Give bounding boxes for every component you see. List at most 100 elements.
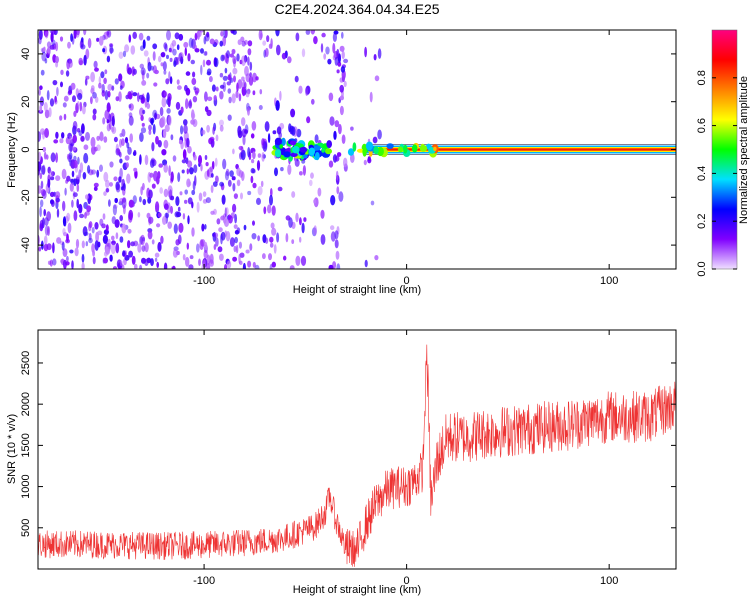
- noise-speck: [180, 106, 184, 114]
- colorbar-tick-label: 0.2: [696, 214, 708, 229]
- noise-speck: [85, 241, 89, 247]
- noise-speck: [42, 146, 47, 153]
- noise-speck: [250, 133, 255, 139]
- snr-panel: -100 0 100 500 1000 1500 2000 2500 Height of st…: [6, 329, 677, 596]
- noise-speck: [41, 164, 46, 175]
- noise-speck: [257, 235, 260, 242]
- noise-speck: [128, 104, 132, 109]
- noise-speck: [329, 116, 335, 126]
- noise-speck: [209, 253, 214, 264]
- noise-speck: [269, 242, 274, 248]
- noise-speck: [55, 152, 58, 163]
- noise-speck: [152, 65, 157, 74]
- noise-speck: [270, 188, 273, 197]
- noise-speck: [80, 44, 86, 50]
- noise-speck: [38, 131, 42, 142]
- noise-speck: [162, 61, 167, 71]
- noise-speck: [181, 159, 187, 164]
- noise-speck: [43, 235, 48, 245]
- noise-speck: [39, 206, 42, 218]
- noise-speck: [291, 126, 296, 136]
- noise-speck: [79, 101, 83, 112]
- noise-speck: [141, 257, 146, 264]
- noise-speck: [143, 50, 149, 57]
- noise-speck: [110, 243, 116, 255]
- noise-speck: [75, 238, 80, 249]
- noise-speck: [214, 39, 219, 46]
- noise-speck: [124, 137, 129, 144]
- noise-speck: [277, 186, 283, 192]
- noise-speck: [207, 96, 213, 102]
- noise-speck: [339, 84, 345, 93]
- snr-plot-area: [38, 344, 676, 567]
- noise-speck: [73, 210, 78, 222]
- cluster-blob: [303, 154, 308, 159]
- noise-speck: [119, 236, 124, 243]
- noise-speck: [140, 186, 143, 196]
- noise-speck: [276, 232, 280, 243]
- noise-speck: [373, 54, 377, 61]
- figure-title: C2E4.2024.364.04.34.E25: [274, 1, 439, 17]
- noise-speck: [112, 204, 118, 209]
- noise-speck: [115, 232, 119, 240]
- noise-speck: [291, 191, 296, 198]
- noise-speck: [128, 209, 134, 221]
- noise-speck: [281, 52, 287, 60]
- noise-speck: [82, 105, 86, 115]
- spectrogram-xlabel: Height of straight line (km): [293, 284, 421, 296]
- snr-xtick-label: 100: [600, 575, 618, 587]
- noise-speck: [171, 40, 177, 47]
- noise-speck: [334, 155, 340, 162]
- noise-speck: [299, 236, 302, 243]
- noise-speck: [252, 182, 257, 189]
- noise-speck: [184, 84, 188, 92]
- noise-speck: [209, 136, 215, 142]
- signal-blob: [362, 147, 367, 157]
- noise-speck: [199, 30, 205, 33]
- noise-speck: [55, 131, 59, 139]
- noise-speck: [212, 181, 218, 187]
- noise-speck: [92, 114, 97, 121]
- noise-speck: [114, 78, 119, 85]
- noise-speck: [169, 76, 173, 85]
- noise-speck: [105, 224, 109, 232]
- noise-speck: [103, 171, 109, 182]
- noise-speck: [132, 92, 138, 97]
- noise-speck: [38, 36, 42, 45]
- noise-speck: [84, 78, 88, 86]
- noise-speck: [101, 83, 105, 94]
- noise-speck: [209, 38, 215, 45]
- noise-speck: [69, 157, 72, 167]
- noise-speck: [121, 128, 126, 137]
- noise-speck: [138, 94, 144, 100]
- noise-speck: [185, 256, 190, 267]
- noise-speck: [206, 124, 211, 133]
- noise-speck: [128, 250, 134, 258]
- noise-speck: [94, 240, 99, 251]
- noise-speck: [198, 155, 202, 165]
- noise-speck: [148, 117, 152, 122]
- noise-speck: [167, 96, 171, 108]
- noise-speck: [144, 154, 149, 166]
- noise-speck: [72, 95, 76, 103]
- noise-speck: [174, 32, 180, 40]
- noise-speck: [126, 142, 130, 149]
- noise-speck: [232, 30, 237, 35]
- noise-speck: [79, 213, 85, 219]
- noise-speck: [157, 241, 162, 252]
- noise-speck: [62, 216, 67, 227]
- noise-speck: [172, 249, 178, 258]
- noise-speck: [101, 223, 106, 229]
- noise-speck: [241, 86, 246, 97]
- noise-speck: [183, 124, 188, 134]
- noise-speck: [170, 134, 174, 141]
- noise-speck: [93, 182, 99, 188]
- noise-speck: [189, 167, 194, 175]
- noise-speck: [224, 264, 228, 269]
- colorbar-tick-label: 0.0: [696, 261, 708, 276]
- noise-speck: [78, 57, 83, 66]
- noise-speck: [109, 119, 112, 130]
- noise-speck: [160, 116, 166, 127]
- noise-speck: [38, 165, 41, 176]
- noise-speck: [269, 194, 273, 206]
